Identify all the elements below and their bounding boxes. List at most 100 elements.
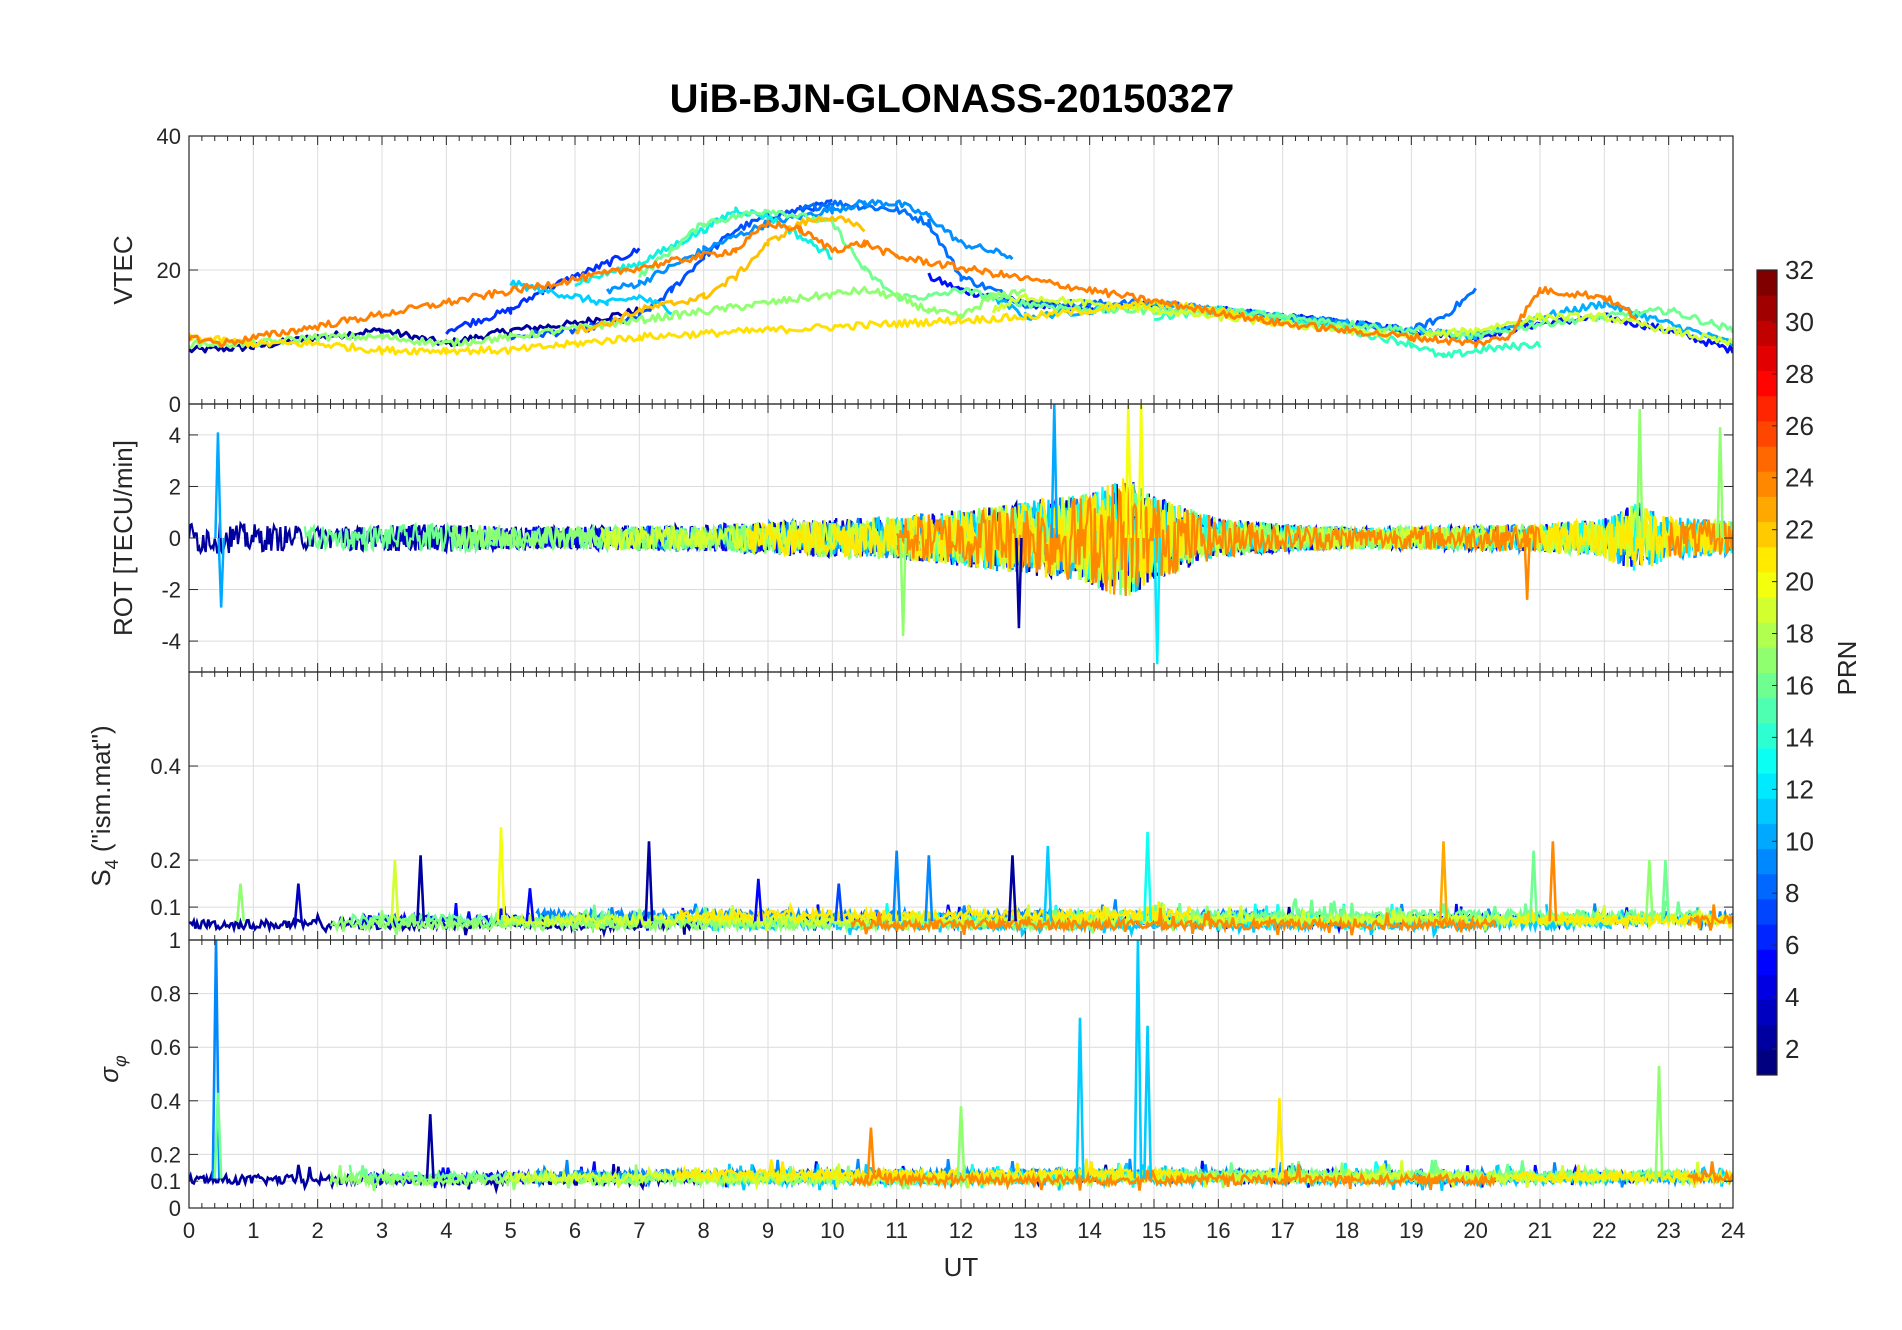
y-tick-label: 0.2 [150, 848, 181, 873]
s4-spike [753, 878, 763, 922]
s4-spike [1660, 860, 1670, 922]
rot-trace-prn-24 [895, 484, 1542, 596]
sigma_phi-spike [866, 1127, 876, 1179]
s4-spike [235, 883, 245, 922]
colorbar-band [1757, 496, 1777, 523]
colorbar-band [1757, 597, 1777, 623]
rot-panel: -4 -2 0 2 4 ROT [TECU/min] [108, 403, 1734, 673]
colorbar-band [1757, 974, 1777, 1001]
colorbar-band [1757, 999, 1777, 1026]
y-axis-label: σφ [94, 1055, 130, 1083]
x-tick-label: 14 [1077, 1218, 1101, 1243]
x-tick-label: 6 [569, 1218, 581, 1243]
s4-spike [390, 860, 400, 922]
x-tick-label: 24 [1721, 1218, 1745, 1243]
y-axis-label: VTEC [108, 235, 138, 304]
colorbar-tick-label: 18 [1785, 619, 1814, 649]
x-tick-label: 16 [1206, 1218, 1230, 1243]
x-ticks [188, 404, 1734, 672]
vtec-line-prn-12 [509, 279, 673, 316]
grid [188, 939, 1734, 1209]
colorbar-band [1757, 270, 1777, 296]
x-tick-label: 19 [1399, 1218, 1423, 1243]
y-tick-label: 1 [169, 928, 181, 953]
colorbar-tick-label: 8 [1785, 878, 1799, 908]
y-tick-label: 40 [157, 124, 181, 149]
s4-spike [1529, 850, 1539, 922]
s4-panel: 0.1 0.2 0.4 S4 ("ism.mat") [86, 671, 1734, 941]
sigma_phi-spike [1133, 940, 1143, 1179]
colorbar-band [1757, 697, 1777, 724]
colorbar-band [1757, 446, 1777, 472]
colorbar-tick-label: 28 [1785, 359, 1814, 389]
colorbar-band [1757, 722, 1777, 749]
colorbar-band [1757, 345, 1777, 372]
rot-spike [899, 537, 907, 636]
vtec-panel: 0 20 40 VTEC [108, 124, 1734, 417]
y-tick-label: 0.1 [150, 895, 181, 920]
x-ticks [188, 135, 1734, 405]
x-tick-label: 22 [1592, 1218, 1616, 1243]
colorbar-band [1757, 747, 1777, 774]
x-tick-label: 7 [633, 1218, 645, 1243]
rot-spike [1635, 409, 1644, 539]
sigma_phi-trace-prn-24 [1687, 1161, 1733, 1186]
x-tick-label: 20 [1463, 1218, 1487, 1243]
y-axis-label: S4 ("ism.mat") [86, 725, 122, 886]
y-tick-label: 0.4 [150, 754, 181, 779]
rot-spike [217, 537, 225, 608]
colorbar-band [1757, 898, 1777, 925]
colorbar-tick-label: 14 [1785, 722, 1814, 752]
y-tick-label: 0.4 [150, 1089, 181, 1114]
y-axis-label: ROT [TECU/min] [108, 440, 138, 636]
colorbar-band [1757, 295, 1777, 321]
s4-spike [496, 827, 506, 922]
x-tick-label: 0 [183, 1218, 195, 1243]
s4-spike [892, 850, 902, 922]
x-ticks [188, 939, 1734, 1209]
plot-area [189, 940, 1733, 1195]
rot-spike [214, 432, 222, 539]
s4-spike [1143, 831, 1153, 922]
sigma_phi-spike [213, 1092, 223, 1179]
colorbar-band [1757, 370, 1777, 397]
x-tick-label: 2 [312, 1218, 324, 1243]
vtec-line-prn-24 [189, 219, 1638, 349]
sigma_phi-spike [1274, 1098, 1284, 1179]
chart-title: UiB-BJN-GLONASS-20150327 [670, 77, 1235, 121]
colorbar-band [1757, 873, 1777, 900]
plot-area [189, 198, 1733, 359]
colorbar-band [1757, 1024, 1777, 1051]
vtec-line-prn-7 [799, 199, 1477, 336]
x-axis-label: UT [944, 1252, 979, 1282]
rot-trace-prn-21 [747, 478, 1201, 595]
x-tick-label: 11 [885, 1218, 908, 1243]
x-tick-label: 4 [440, 1218, 452, 1243]
vtec-line-prn-9 [605, 198, 1014, 295]
s4-trace-prn-24 [850, 907, 1497, 936]
s4-spike [525, 888, 535, 922]
rot-trace-prn-24 [1667, 519, 1733, 558]
rot-spike [1716, 427, 1724, 539]
sigma_phi-spike [956, 1106, 966, 1179]
colorbar-band [1757, 320, 1777, 346]
vtec-line-prn-2 [189, 306, 641, 354]
x-tick-label: 12 [949, 1218, 973, 1243]
y-tick-label: 0 [169, 526, 181, 551]
sigma_phi-trace-prn-24 [850, 1163, 1497, 1191]
sigma_phi-spike [1143, 1025, 1153, 1179]
rot-trace-prn-16 [1075, 483, 1464, 596]
x-tick-label: 21 [1528, 1218, 1552, 1243]
colorbar-tick-label: 26 [1785, 411, 1814, 441]
x-tick-label: 15 [1142, 1218, 1166, 1243]
y-tick-label: 0.2 [150, 1142, 181, 1167]
colorbar-band [1757, 647, 1777, 673]
vtec-line-prn-19 [991, 292, 1733, 346]
rot-spike [1124, 404, 1133, 539]
s4-trace-prn-17 [330, 908, 1103, 936]
grid [188, 672, 1734, 940]
y-tick-label: 4 [169, 423, 181, 448]
vtec-line-prn-21 [189, 298, 1284, 356]
colorbar-band [1757, 395, 1777, 422]
